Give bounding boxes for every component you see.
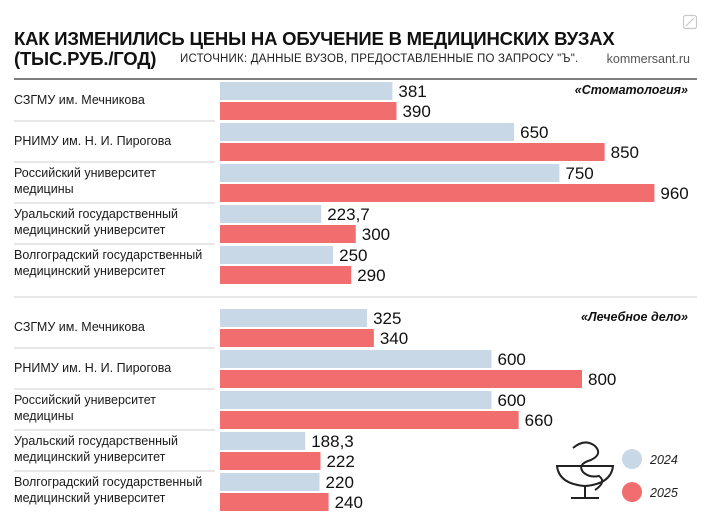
data-label: 250 xyxy=(339,246,367,265)
category-label: медицинский университет xyxy=(14,264,166,278)
bar-2024 xyxy=(220,164,560,182)
category-label: Российский университет xyxy=(14,166,156,180)
panel-title: «Лечебное дело» xyxy=(581,310,688,324)
data-label: 240 xyxy=(335,493,363,512)
category-label: медицины xyxy=(14,182,74,196)
category-label: РНИМУ им. Н. И. Пирогова xyxy=(14,361,171,375)
panel-title: «Стоматология» xyxy=(575,83,688,97)
data-label: 800 xyxy=(588,370,616,389)
chart-title-line2: (ТЫС.РУБ./ГОД) xyxy=(14,48,157,69)
bar-2024 xyxy=(220,205,322,223)
bar-2024 xyxy=(220,123,515,141)
expand-icon[interactable] xyxy=(682,14,698,30)
site-label: kommersant.ru xyxy=(606,52,690,66)
category-label: СЗГМУ им. Мечникова xyxy=(14,93,145,107)
data-label: 600 xyxy=(498,350,526,369)
data-label: 381 xyxy=(398,82,426,101)
chart-title-line1: КАК ИЗМЕНИЛИСЬ ЦЕНЫ НА ОБУЧЕНИЕ В МЕДИЦИ… xyxy=(14,28,615,49)
category-label: Волгоградский государственный xyxy=(14,248,202,262)
bar-2025 xyxy=(220,452,321,470)
bar-2025 xyxy=(220,266,352,284)
category-label: медицины xyxy=(14,409,74,423)
bar-2024 xyxy=(220,309,368,327)
data-label: 300 xyxy=(362,225,390,244)
bar-2025 xyxy=(220,329,374,347)
legend-label: 2025 xyxy=(649,486,678,500)
data-label: 750 xyxy=(565,164,593,183)
bar-2024 xyxy=(220,391,492,409)
legend-swatch-2024 xyxy=(622,449,642,469)
category-label: медицинский университет xyxy=(14,223,166,237)
legend-swatch-2025 xyxy=(622,482,642,502)
data-label: 850 xyxy=(611,143,639,162)
bar-2025 xyxy=(220,493,329,511)
category-label: РНИМУ им. Н. И. Пирогова xyxy=(14,134,171,148)
data-label: 600 xyxy=(498,391,526,410)
legend-label: 2024 xyxy=(649,453,678,467)
bar-2024 xyxy=(220,82,393,100)
source-note: ИСТОЧНИК: ДАННЫЕ ВУЗОВ, ПРЕДОСТАВЛЕННЫЕ … xyxy=(180,53,579,65)
bar-2024 xyxy=(220,246,334,264)
data-label: 220 xyxy=(326,473,354,492)
data-label: 222 xyxy=(326,452,354,471)
category-label: Уральский государственный xyxy=(14,207,178,221)
bar-2025 xyxy=(220,411,519,429)
bar-2025 xyxy=(220,102,397,120)
bar-2025 xyxy=(220,370,582,388)
bar-2024 xyxy=(220,432,306,450)
category-label: Волгоградский государственный xyxy=(14,475,202,489)
bar-2025 xyxy=(220,225,356,243)
category-label: Российский университет xyxy=(14,393,156,407)
category-label: медицинский университет xyxy=(14,450,166,464)
data-label: 325 xyxy=(373,309,401,328)
category-label: СЗГМУ им. Мечникова xyxy=(14,320,145,334)
data-label: 390 xyxy=(402,102,430,121)
data-label: 650 xyxy=(520,123,548,142)
data-label: 660 xyxy=(525,411,553,430)
data-label: 223,7 xyxy=(327,205,370,224)
bar-2024 xyxy=(220,473,320,491)
category-label: Уральский государственный xyxy=(14,434,178,448)
bowl-of-hygieia-icon xyxy=(555,441,615,499)
data-label: 340 xyxy=(380,329,408,348)
category-label: медицинский университет xyxy=(14,491,166,505)
data-label: 290 xyxy=(357,266,385,285)
data-label: 960 xyxy=(660,184,688,203)
data-label: 188,3 xyxy=(311,432,354,451)
bar-2025 xyxy=(220,143,605,161)
bar-2024 xyxy=(220,350,492,368)
bar-2025 xyxy=(220,184,655,202)
